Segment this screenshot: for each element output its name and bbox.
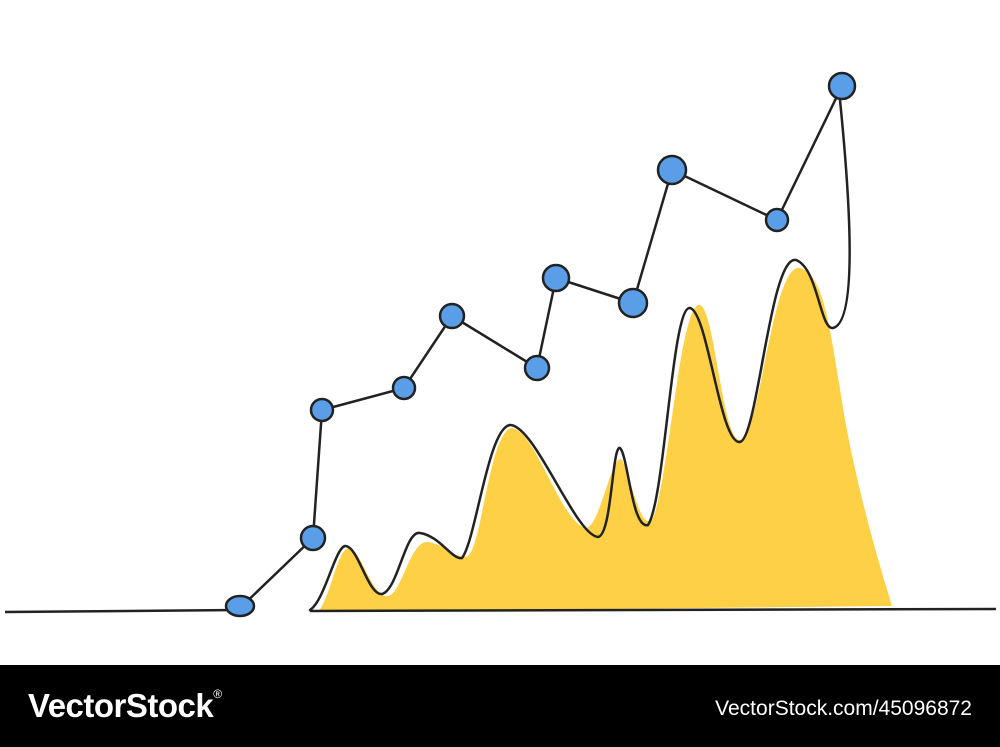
point bbox=[827, 71, 857, 101]
point bbox=[299, 524, 327, 552]
point bbox=[309, 397, 335, 423]
point bbox=[224, 594, 256, 618]
illustration bbox=[4, 71, 997, 618]
brand: VectorStock® bbox=[28, 687, 222, 725]
points bbox=[224, 71, 857, 618]
area-outline bbox=[308, 98, 851, 612]
point bbox=[541, 263, 571, 293]
line-chart bbox=[4, 85, 844, 614]
point bbox=[617, 287, 649, 319]
footer: VectorStock® VectorStock.com/45096872 bbox=[0, 665, 1000, 747]
point bbox=[391, 375, 417, 401]
point bbox=[764, 207, 790, 233]
point bbox=[523, 354, 551, 382]
registered-mark: ® bbox=[213, 687, 222, 701]
yellow-area bbox=[318, 267, 892, 612]
image-url: VectorStock.com/45096872 bbox=[715, 697, 972, 720]
brand-name: VectorStock bbox=[28, 687, 214, 724]
baseline bbox=[309, 607, 997, 613]
point bbox=[438, 302, 466, 330]
point bbox=[656, 154, 688, 186]
